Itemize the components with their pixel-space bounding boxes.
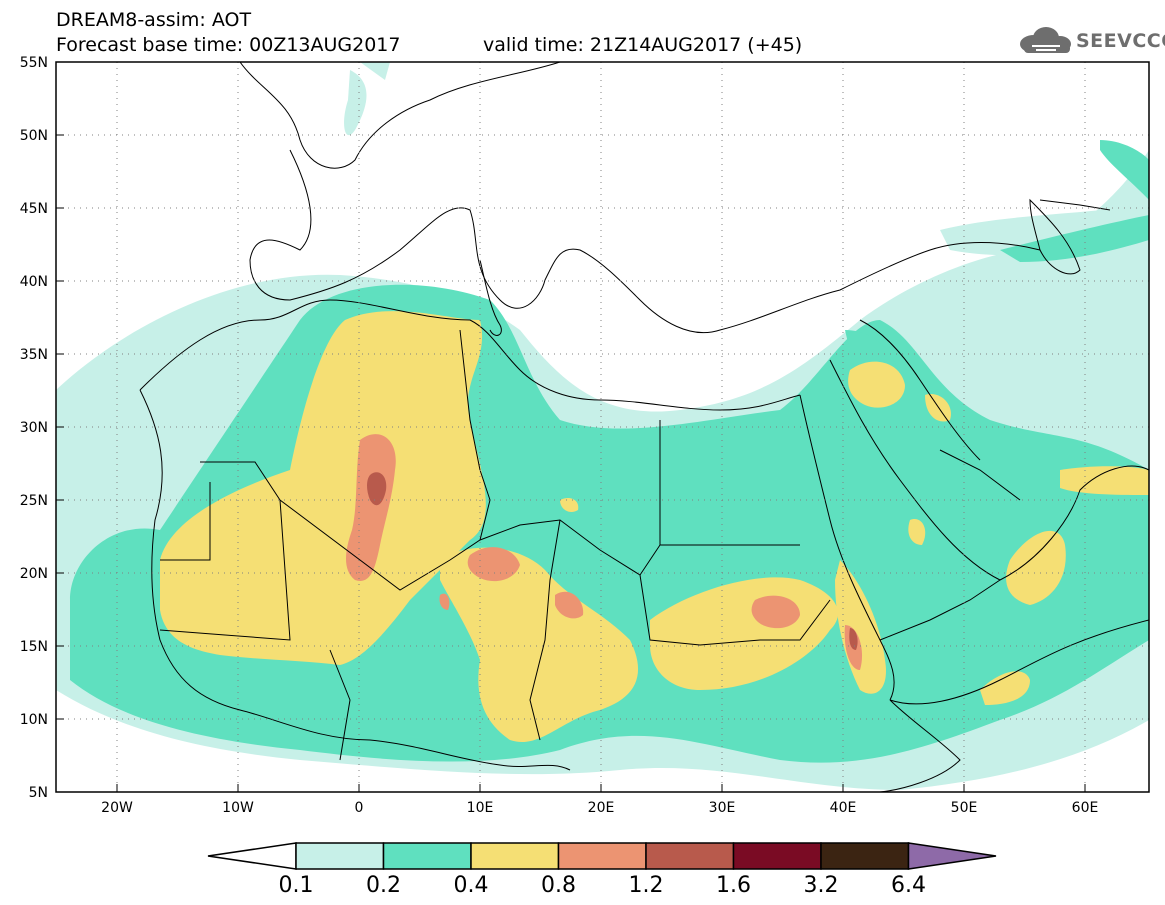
coastlines [139,62,1149,792]
lat-label: 5N [29,785,48,801]
colorbar-label: 0.1 [279,873,314,898]
lat-label: 35N [20,347,48,363]
lat-label: 25N [20,493,48,509]
lat-labels: 55N 50N 45N 40N 35N 30N 25N 20N 15N 10N … [20,55,48,801]
aot-level-0.8 [346,434,863,670]
lat-label: 20N [20,566,48,582]
lon-label: 30E [709,800,736,816]
colorbar-label: 0.2 [366,873,401,898]
colorbar-label: 1.6 [716,873,751,898]
colorbar-swatch [557,842,647,870]
lon-label: 0 [355,800,364,816]
cloud-icon [1020,27,1071,53]
colorbar-swatch [295,842,385,870]
ticks [56,61,1086,793]
lon-label: 40E [830,800,857,816]
lon-label: 10W [222,800,254,816]
lon-label: 20E [588,800,615,816]
logo-text: SEEVCCC [1076,30,1165,52]
lat-label: 15N [20,639,48,655]
colorbar-label: 3.2 [804,873,839,898]
lat-label: 45N [20,201,48,217]
colorbar-swatch [382,842,472,870]
lat-label: 10N [20,712,48,728]
lon-label: 50E [951,800,978,816]
map-title-base-time: Forecast base time: 00Z13AUG2017 [56,34,401,56]
colorbar-swatch [645,842,735,870]
colorbar: 0.1 0.2 0.4 0.8 1.2 1.6 3.2 6.4 [207,842,997,898]
lat-label: 30N [20,420,48,436]
colorbar-label: 1.2 [629,873,664,898]
grid [56,62,1149,792]
colorbar-swatch [470,842,560,870]
lat-label: 40N [20,274,48,290]
map-title-model: DREAM8-assim: AOT [56,9,252,31]
aot-level-1.2 [367,472,858,650]
aot-level-0.4 [160,311,1149,743]
colorbar-label: 0.4 [454,873,489,898]
colorbar-high-arrow [907,842,997,870]
map-title-valid-time: valid time: 21Z14AUG2017 (+45) [483,34,803,56]
lon-label: 60E [1072,800,1099,816]
colorbar-label: 0.8 [541,873,576,898]
lon-label: 20W [101,800,133,816]
colorbar-low-arrow [207,842,297,870]
aot-contours [56,62,1149,790]
lon-labels: 20W 10W 0 10E 20E 30E 40E 50E 60E [101,800,1098,816]
lon-label: 10E [467,800,494,816]
lat-label: 50N [20,128,48,144]
colorbar-swatch [732,842,822,870]
colorbar-swatch [820,842,910,870]
colorbar-label: 6.4 [891,873,926,898]
lat-label: 55N [20,55,48,71]
